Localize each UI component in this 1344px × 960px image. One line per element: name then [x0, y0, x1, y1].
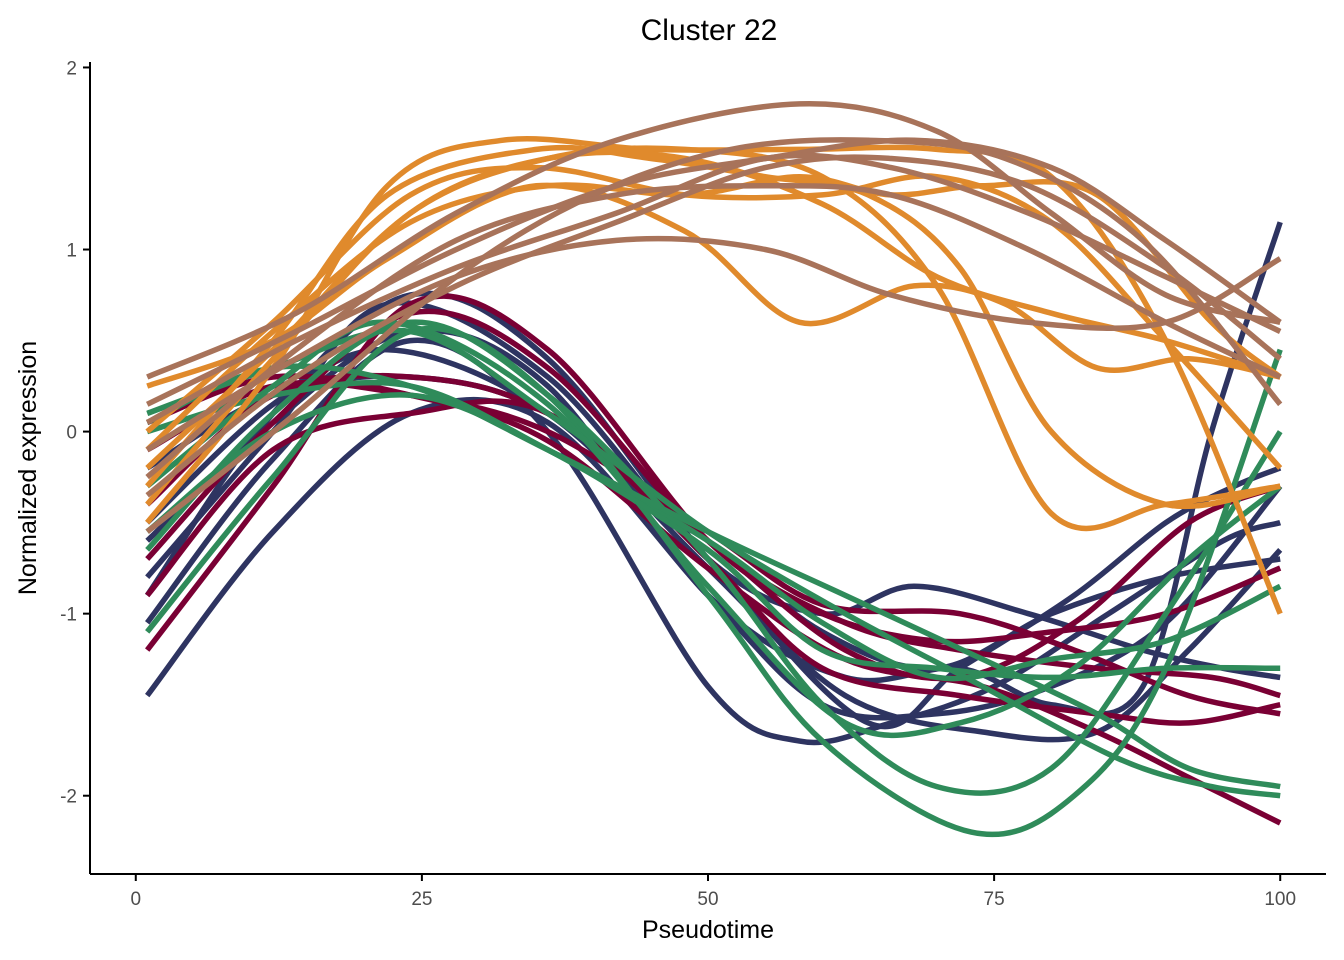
series-line-28	[146, 101, 1281, 380]
series-line-30	[145, 154, 1282, 498]
series-line-31	[145, 137, 1283, 534]
x-tick-label: 0	[130, 889, 141, 910]
series-layer	[144, 101, 1283, 838]
y-tick-label: -2	[60, 787, 77, 808]
x-axis-title: Pseudotime	[642, 916, 774, 944]
y-tick-label: 1	[66, 241, 77, 262]
chart-title: Cluster 22	[641, 14, 778, 47]
series-line-19	[146, 327, 1281, 799]
tick-layer: 0 25 50 75 100 -2 -1 0 1 2	[60, 58, 1296, 910]
series-line-24	[145, 164, 1283, 470]
series-line-25	[146, 182, 1281, 389]
y-axis-title: Normalized expression	[14, 341, 42, 595]
series-line-20	[145, 392, 1281, 681]
y-tick-label: 2	[66, 58, 77, 79]
x-tick-label: 50	[697, 889, 718, 910]
series-line-33	[145, 152, 1282, 425]
x-tick-label: 100	[1264, 889, 1296, 910]
y-tick-label: -1	[60, 605, 77, 626]
series-line-27	[145, 149, 1282, 507]
series-line-3	[145, 300, 1281, 681]
y-tick-label: 0	[66, 423, 77, 444]
series-line-34	[145, 235, 1282, 453]
x-tick-label: 75	[984, 889, 1005, 910]
series-line-17	[146, 379, 1282, 682]
x-tick-label: 25	[411, 889, 432, 910]
series-line-15	[145, 319, 1283, 796]
series-line-14	[145, 325, 1283, 838]
